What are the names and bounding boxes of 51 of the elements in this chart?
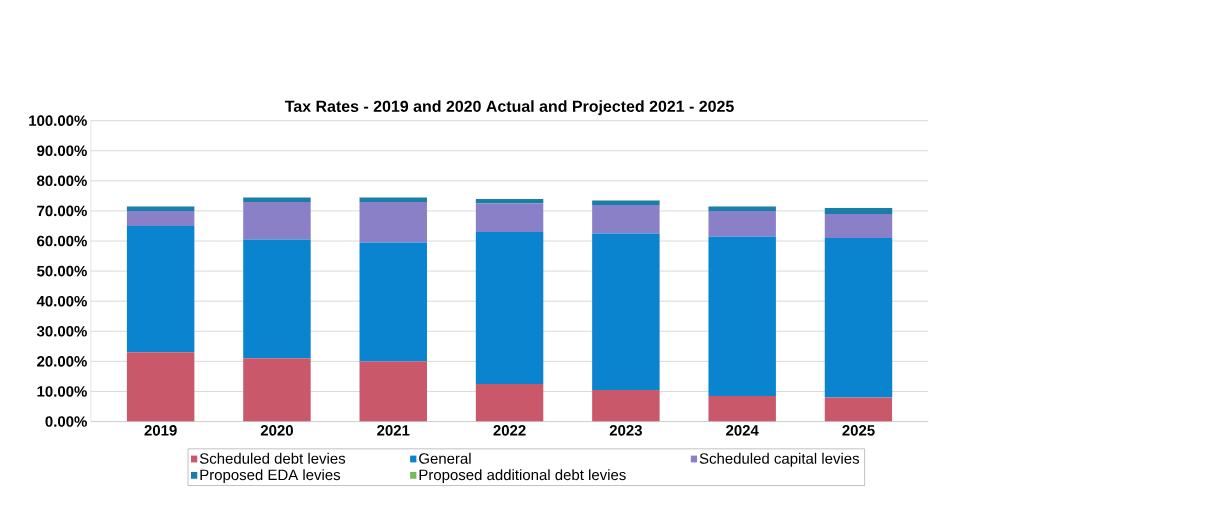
bar	[359, 197, 427, 203]
bar	[126, 226, 195, 353]
y-tick-label: 30.00%	[36, 326, 87, 337]
bar	[592, 205, 660, 234]
x-tick-label: 2019	[144, 425, 177, 436]
y-tick-label: 50.00%	[37, 265, 87, 277]
bar	[475, 203, 544, 233]
legend-label: Scheduled debt levies	[199, 453, 346, 464]
bar	[243, 197, 311, 203]
bar	[243, 358, 311, 422]
bar	[243, 202, 311, 240]
y-tick-label: 40.00%	[36, 296, 87, 307]
bar	[824, 238, 893, 398]
bar	[592, 233, 660, 391]
y-tick-label: 20.00%	[37, 356, 87, 367]
x-tick-label: 2021	[377, 425, 410, 436]
legend-label: Proposed additional debt levies	[419, 469, 626, 484]
legend-label: Scheduled capital levies	[699, 453, 860, 467]
bar	[824, 214, 893, 239]
bar	[475, 384, 544, 422]
bar	[126, 206, 195, 212]
bar	[592, 390, 660, 422]
x-tick-label: 2023	[609, 425, 642, 436]
y-tick-label: 90.00%	[37, 145, 87, 157]
bar	[708, 211, 776, 237]
y-tick-label: 0.00%	[45, 416, 87, 428]
bar	[359, 242, 427, 362]
bar	[359, 202, 427, 243]
legend-label: General	[419, 453, 471, 464]
bar	[824, 397, 893, 422]
bar	[708, 206, 776, 212]
x-tick-label: 2024	[726, 425, 759, 436]
y-tick-label: 60.00%	[37, 235, 87, 247]
bar	[824, 208, 893, 215]
y-tick-label: 70.00%	[37, 205, 87, 217]
x-tick-label: 2022	[493, 425, 526, 436]
bar	[126, 352, 195, 422]
y-tick-label: 100.00%	[29, 115, 87, 127]
x-tick-label: 2025	[842, 425, 875, 436]
x-tick-label: 2020	[260, 425, 293, 436]
bar	[592, 200, 660, 206]
bar	[243, 239, 311, 359]
bar	[126, 211, 195, 227]
legend-label: Proposed EDA levies	[200, 469, 341, 484]
bar	[708, 396, 776, 422]
y-tick-label: 10.00%	[37, 386, 87, 397]
bar	[359, 361, 427, 422]
bar	[475, 232, 544, 385]
chart-title: Tax Rates - 2019 and 2020 Actual and Projected 2021 - 2025	[284, 100, 734, 116]
y-tick-label: 80.00%	[37, 175, 87, 187]
bar	[708, 236, 776, 397]
